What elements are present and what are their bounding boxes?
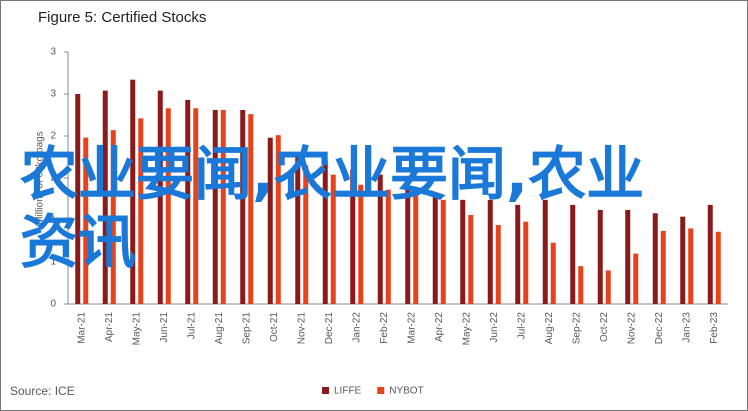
x-tick-label: Jul-21 (186, 312, 197, 340)
legend-swatch (322, 387, 329, 394)
x-tick-label: Aug-21 (214, 312, 225, 345)
x-tick-label: Nov-22 (626, 312, 637, 345)
x-tick-label: Apr-21 (104, 312, 115, 342)
bar (487, 199, 493, 304)
x-tick-label: Apr-22 (434, 312, 445, 342)
x-tick-label: May-21 (131, 312, 142, 346)
bar (680, 216, 686, 304)
bar (377, 174, 383, 304)
x-tick-label: Mar-21 (76, 312, 87, 344)
y-tick-label: 1 (50, 257, 56, 268)
x-tick-label: Jun-22 (489, 312, 500, 343)
bar (625, 209, 631, 304)
x-tick-label: Feb-22 (379, 312, 390, 344)
x-tick-label: Sep-22 (571, 312, 582, 345)
bar (275, 135, 281, 304)
bar (193, 108, 199, 304)
x-tick-label: Jan-23 (681, 312, 692, 343)
x-tick-label: Dec-21 (324, 312, 335, 345)
bar (432, 194, 438, 304)
x-tick-label: Aug-22 (544, 312, 555, 345)
bar (165, 108, 171, 304)
bar (405, 189, 411, 304)
bar (295, 153, 301, 304)
bar (597, 209, 603, 304)
y-tick-label: 1 (50, 215, 56, 226)
bar (350, 169, 356, 304)
x-tick-label: Sep-21 (241, 312, 252, 345)
bar (330, 174, 336, 304)
bar (460, 199, 466, 304)
bar (130, 79, 136, 304)
bar (102, 90, 108, 304)
legend-label: NYBOT (389, 386, 423, 397)
y-tick-label: 2 (50, 131, 56, 142)
x-tick-label: Jun-21 (159, 312, 170, 343)
bar (523, 221, 529, 304)
bar (385, 189, 391, 304)
bar (185, 99, 191, 304)
bar (75, 94, 81, 304)
bar (578, 266, 584, 304)
bar (267, 137, 273, 304)
bar (413, 194, 419, 304)
bar (110, 130, 116, 304)
x-tick-label: Jul-22 (516, 312, 527, 340)
bar (358, 184, 364, 304)
bar (515, 204, 521, 304)
x-tick-label: Jan-22 (351, 312, 362, 343)
bar (322, 160, 328, 304)
bar (138, 118, 144, 304)
bar (707, 204, 713, 304)
x-tick-label: Feb-23 (709, 312, 720, 344)
x-tick-label: Oct-22 (599, 312, 610, 342)
x-tick-label: Oct-21 (269, 312, 280, 342)
y-tick-label: 3 (50, 89, 56, 100)
bar (440, 199, 446, 304)
bar (83, 137, 89, 304)
bar (570, 204, 576, 304)
watermark: 农业要闻,农业要闻,农业资讯 (20, 140, 645, 276)
bar (660, 230, 666, 304)
bar (220, 109, 226, 305)
x-tick-label: Nov-21 (296, 312, 307, 345)
bar (240, 109, 246, 305)
bar (550, 242, 556, 304)
y-tick-label: 0 (50, 299, 56, 310)
bar (248, 114, 254, 304)
legend-swatch (377, 387, 385, 394)
bar (715, 231, 721, 304)
bar (542, 199, 548, 304)
chart-title: Figure 5: Certified Stocks (38, 9, 206, 26)
bar (652, 213, 658, 304)
source: Source: ICE (10, 384, 75, 398)
bar (688, 228, 694, 304)
bar (495, 225, 501, 304)
bar (212, 109, 218, 305)
x-tick-label: May-22 (461, 312, 472, 346)
bar (633, 253, 639, 304)
bar (157, 90, 163, 304)
bar (605, 270, 611, 304)
bar (468, 214, 474, 304)
bar (303, 165, 309, 304)
y-tick-label: 2 (50, 173, 56, 184)
x-tick-label: Dec-22 (654, 312, 665, 345)
y-axis-label: Millions of 60kg bags (35, 131, 46, 224)
y-tick-label: 3 (50, 47, 56, 58)
legend-label: LIFFE (334, 386, 362, 397)
x-tick-label: Mar-22 (406, 312, 417, 344)
